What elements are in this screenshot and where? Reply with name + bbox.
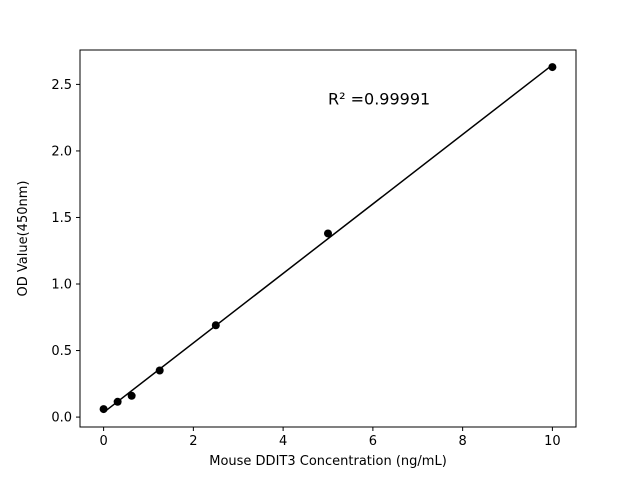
x-tick-label: 4 [279, 434, 287, 449]
fit-line [103, 64, 553, 414]
x-tick-label: 6 [369, 434, 377, 449]
y-tick-label: 1.0 [51, 278, 72, 293]
x-axis-label: Mouse DDIT3 Concentration (ng/mL) [209, 454, 447, 469]
r-squared-annotation: R² =0.99991 [328, 89, 430, 108]
data-point [113, 397, 122, 406]
data-point [211, 321, 220, 330]
data-point [127, 391, 136, 400]
y-axis-label: OD Value(450nm) [16, 181, 31, 297]
data-point [99, 405, 108, 414]
data-point [548, 63, 557, 72]
data-point [324, 229, 332, 238]
x-tick-label: 10 [544, 434, 561, 449]
x-tick-label: 2 [189, 434, 197, 449]
x-tick-label: 8 [458, 434, 466, 449]
x-tick-label: 0 [99, 434, 107, 449]
data-point [155, 366, 164, 375]
y-tick-label: 0.5 [51, 344, 72, 359]
plot-border [79, 49, 577, 428]
y-tick-label: 2.0 [51, 144, 72, 159]
y-tick-label: 2.5 [51, 78, 72, 93]
y-tick-label: 1.5 [51, 211, 72, 226]
y-tick-label: 0.0 [51, 411, 72, 426]
